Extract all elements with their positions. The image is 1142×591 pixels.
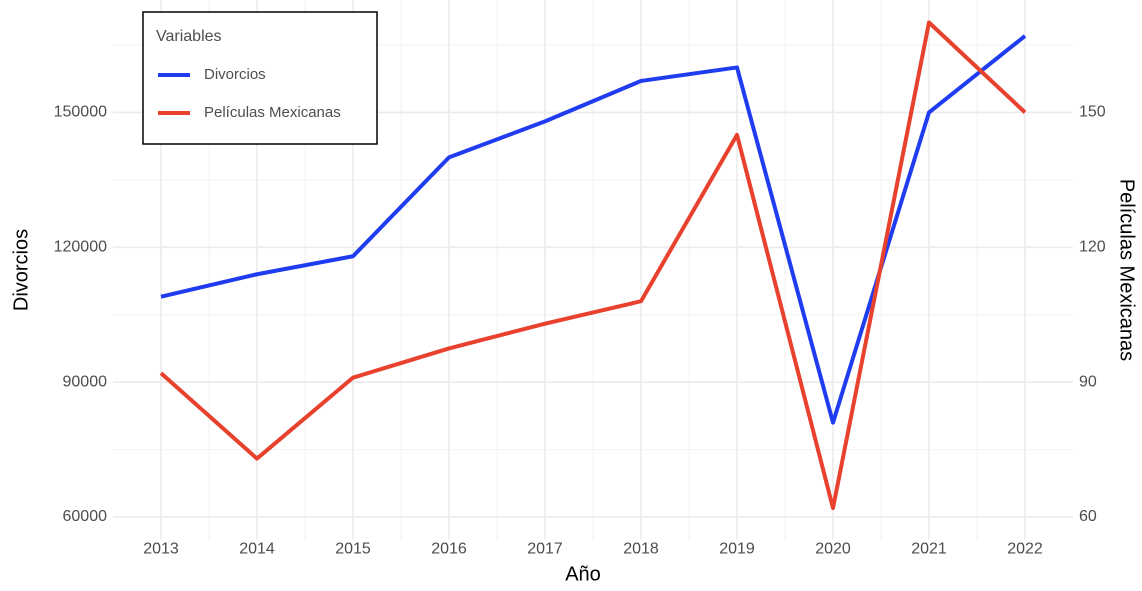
legend: Variables Divorcios Películas Mexicanas: [142, 11, 378, 145]
y2-tick-label: 120: [1079, 238, 1106, 255]
y2-tick-label: 90: [1079, 373, 1097, 390]
legend-label: Películas Mexicanas: [204, 104, 341, 121]
y-tick-label: 150000: [54, 104, 107, 121]
y2-axis-title: Películas Mexicanas: [1116, 179, 1138, 361]
x-tick-label: 2022: [1007, 541, 1043, 558]
y-tick-label: 120000: [54, 238, 107, 255]
x-tick-label: 2021: [911, 541, 947, 558]
legend-label: Divorcios: [204, 66, 266, 83]
y-tick-label: 60000: [63, 508, 108, 525]
x-tick-label: 2015: [335, 541, 371, 558]
y-axis-title: Divorcios: [10, 229, 32, 311]
y2-tick-label: 150: [1079, 104, 1106, 121]
x-tick-label: 2019: [719, 541, 755, 558]
x-tick-label: 2016: [431, 541, 467, 558]
line-series: [159, 20, 1027, 511]
x-tick-label: 2014: [239, 541, 275, 558]
x-tick-label: 2020: [815, 541, 851, 558]
x-tick-label: 2017: [527, 541, 563, 558]
legend-title: Variables: [156, 28, 222, 45]
grid: [113, 0, 1073, 540]
legend-box: [142, 11, 378, 145]
x-tick-label: 2018: [623, 541, 659, 558]
x-tick-label: 2013: [143, 541, 179, 558]
y2-tick-label: 60: [1079, 508, 1097, 525]
x-axis-title: Año: [565, 563, 601, 585]
y-tick-label: 90000: [63, 373, 108, 390]
